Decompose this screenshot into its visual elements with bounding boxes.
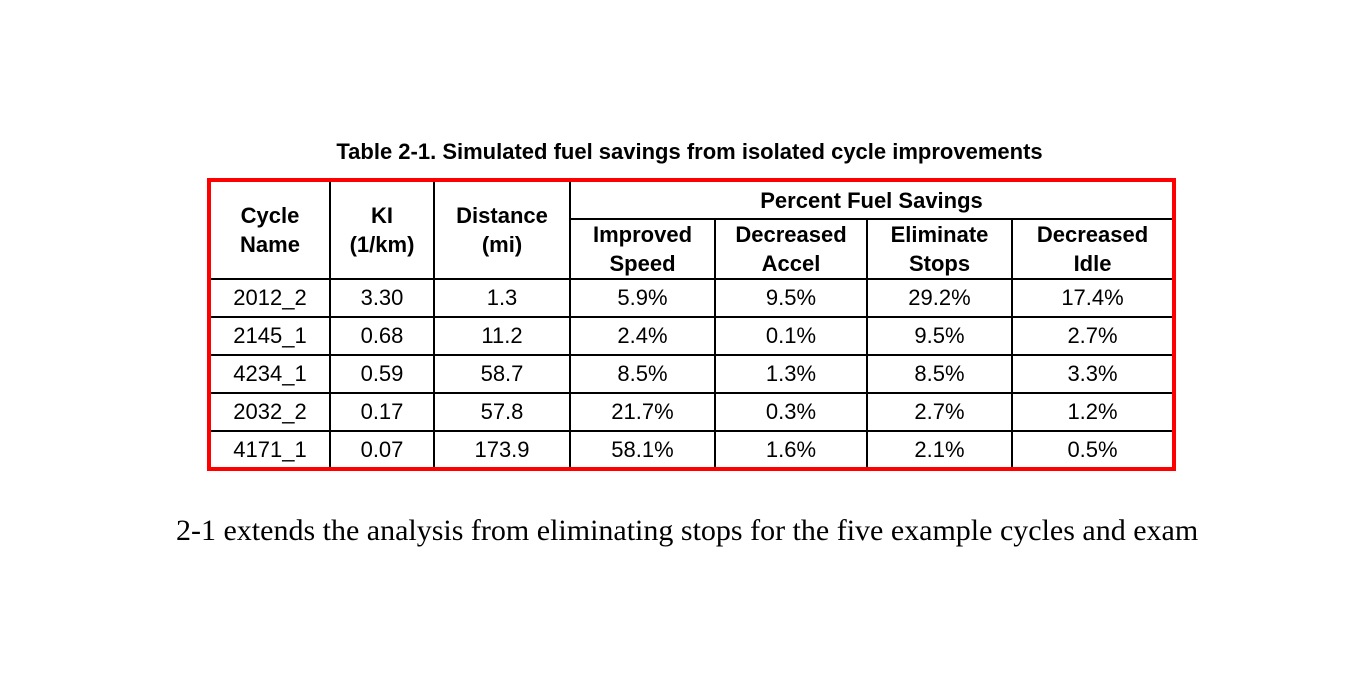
cell-decreased-idle: 3.3%	[1010, 354, 1176, 394]
cell-eliminate-stops: 29.2%	[866, 278, 1013, 318]
cell-improved-speed: 21.7%	[569, 392, 716, 432]
cell-decreased-accel: 1.6%	[714, 430, 868, 470]
cell-decreased-idle: 1.2%	[1010, 392, 1176, 432]
col-header-ki: KI (1/km)	[329, 179, 435, 280]
cell-distance: 173.9	[433, 430, 571, 470]
cell-ki: 3.30	[329, 278, 435, 318]
cell-ki: 0.68	[329, 316, 435, 356]
body-text: 2-1 extends the analysis from eliminatin…	[176, 514, 1199, 547]
cell-improved-speed: 2.4%	[569, 316, 716, 356]
cell-distance: 11.2	[433, 316, 571, 356]
cell-cycle-name: 4171_1	[208, 430, 331, 470]
cell-distance: 1.3	[433, 278, 571, 318]
cell-decreased-accel: 0.3%	[714, 392, 868, 432]
cell-cycle-name: 2012_2	[208, 278, 331, 318]
cell-distance: 57.8	[433, 392, 571, 432]
cell-ki: 0.17	[329, 392, 435, 432]
cell-cycle-name: 4234_1	[208, 354, 331, 394]
cell-cycle-name: 2032_2	[208, 392, 331, 432]
cell-eliminate-stops: 2.7%	[866, 392, 1013, 432]
cell-ki: 0.07	[329, 430, 435, 470]
table-caption: Table 2-1. Simulated fuel savings from i…	[336, 139, 1043, 164]
cell-decreased-accel: 0.1%	[714, 316, 868, 356]
cell-improved-speed: 8.5%	[569, 354, 716, 394]
header-row-group: Cycle Name KI (1/km) Distance (mi) Perce…	[208, 179, 1176, 280]
col-header-distance: Distance (mi)	[433, 179, 571, 280]
table-row: 2032_2 0.17 57.8 21.7% 0.3% 2.7% 1.2%	[208, 392, 1176, 432]
cell-eliminate-stops: 8.5%	[866, 354, 1013, 394]
cell-eliminate-stops: 9.5%	[866, 316, 1013, 356]
table-row: 4234_1 0.59 58.7 8.5% 1.3% 8.5% 3.3%	[208, 354, 1176, 394]
col-group-percent-fuel-savings: Percent Fuel Savings	[568, 179, 1176, 220]
cell-decreased-accel: 1.3%	[714, 354, 868, 394]
cell-improved-speed: 5.9%	[569, 278, 716, 318]
cell-decreased-accel: 9.5%	[714, 278, 868, 318]
cell-eliminate-stops: 2.1%	[866, 430, 1013, 470]
col-header-decreased-idle: Decreased Idle	[1010, 218, 1176, 280]
col-header-eliminate-stops: Eliminate Stops	[866, 218, 1013, 280]
table-row: 4171_1 0.07 173.9 58.1% 1.6% 2.1% 0.5%	[208, 430, 1176, 470]
header-row-sub: Improved Speed Decreased Accel Eliminate…	[209, 218, 1176, 280]
cell-cycle-name: 2145_1	[208, 316, 331, 356]
cell-decreased-idle: 2.7%	[1010, 316, 1176, 356]
table-row: 2012_2 3.30 1.3 5.9% 9.5% 29.2% 17.4%	[208, 278, 1176, 318]
fuel-savings-table: Cycle Name KI (1/km) Distance (mi) Perce…	[207, 178, 1177, 471]
cell-decreased-idle: 17.4%	[1010, 278, 1176, 318]
table-row: 2145_1 0.68 11.2 2.4% 0.1% 9.5% 2.7%	[208, 316, 1176, 356]
col-header-decreased-accel: Decreased Accel	[714, 218, 868, 280]
col-header-improved-speed: Improved Speed	[569, 218, 716, 280]
cell-distance: 58.7	[433, 354, 571, 394]
cell-improved-speed: 58.1%	[569, 430, 716, 470]
col-header-cycle-name: Cycle Name	[208, 179, 331, 280]
cell-ki: 0.59	[329, 354, 435, 394]
cell-decreased-idle: 0.5%	[1010, 430, 1176, 470]
